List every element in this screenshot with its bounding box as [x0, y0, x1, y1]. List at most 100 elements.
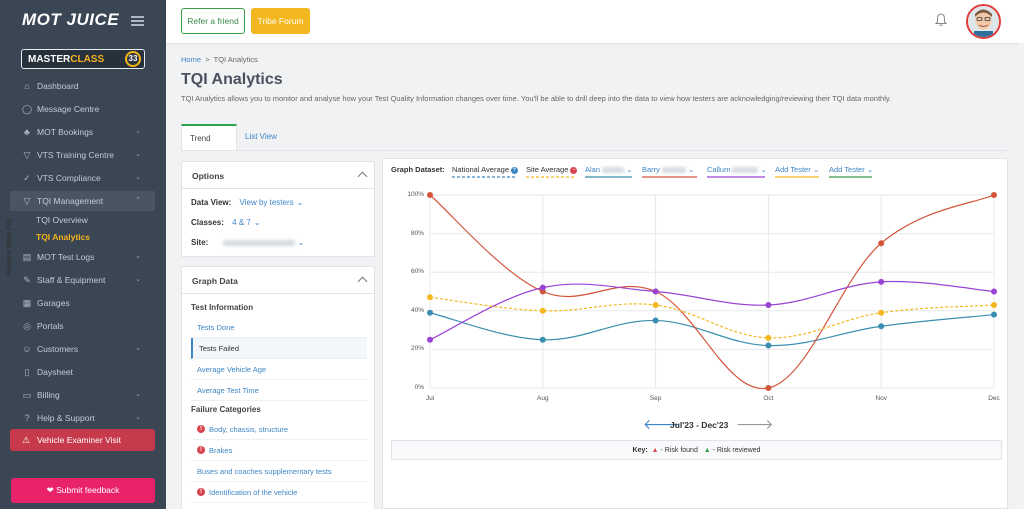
sidebar: MOT JUICE MASTERCLASS 33 ⌂ Dashboard ◯ M… [0, 0, 166, 509]
menu-toggle-icon[interactable] [131, 16, 144, 26]
sidebar-item-daysheet[interactable]: ▯ Daysheet [0, 362, 166, 382]
tribe-forum-button[interactable]: Tribe Forum [251, 8, 310, 34]
graph-option-label: Brakes [209, 446, 233, 455]
y-tick-label: 80% [410, 229, 424, 237]
sidebar-item-portals[interactable]: ◎ Portals [0, 316, 166, 336]
chevron-down-icon: ⌄ [297, 238, 305, 247]
submit-feedback-button[interactable]: ❤ Submit feedback [11, 478, 155, 503]
sidebar-item-mot-bookings[interactable]: ♣ MOT Bookings ⌄ [0, 122, 166, 142]
sidebar-item-staff-equipment[interactable]: ✎ Staff & Equipment ⌄ [0, 270, 166, 290]
risk-found-label: - Risk found [660, 447, 698, 454]
tab-list-view[interactable]: List View [245, 132, 277, 141]
graph-option-label: Average Vehicle Age [197, 365, 267, 374]
graph-option-tests-done[interactable]: Tests Done [191, 317, 367, 338]
dataset-tester-alan[interactable]: Alan ⌄ [585, 165, 633, 178]
risk-reviewed-label: - Risk reviewed [712, 447, 761, 454]
sidebar-item-garages[interactable]: ▦ Garages [0, 293, 166, 313]
chevron-down-icon: ⌄ [296, 198, 304, 207]
risk-found-triangle-icon: ▲ [651, 447, 659, 454]
add-icon[interactable]: + [511, 166, 518, 174]
breadcrumb-home[interactable]: Home [181, 55, 202, 64]
sidebar-item-mot-test-logs[interactable]: ▤ MOT Test Logs ⌄ [0, 247, 166, 267]
breadcrumb-current: TQI Analytics [213, 55, 258, 64]
vehicle-examiner-visit-button[interactable]: ⚠ Vehicle Examiner Visit [10, 429, 155, 451]
dataset-site-label: Site Average [526, 165, 569, 174]
warning-icon: ! [197, 425, 205, 433]
dataset-site-average[interactable]: Site Average − [526, 165, 578, 178]
chevron-up-icon[interactable] [357, 171, 368, 182]
sidebar-item-help-support[interactable]: ? Help & Support ⌄ [0, 408, 166, 428]
remove-icon[interactable]: − [570, 166, 578, 174]
options-panel-header[interactable]: Options [182, 162, 374, 189]
chevron-down-icon: ⌄ [626, 165, 633, 174]
masterclass-part2: CLASS [70, 54, 105, 65]
x-tick-label: Nov [875, 395, 887, 402]
dataset-add-tester-2[interactable]: Add Tester ⌄ [829, 165, 873, 178]
previous-period-arrow-icon[interactable]: 🡐 [643, 416, 681, 432]
graph-option-label: Tests Failed [199, 344, 240, 353]
graph-option-identification[interactable]: ! Identification of the vehicle [191, 482, 367, 503]
graph-option-buses-coaches[interactable]: Buses and coaches supplementary tests [191, 461, 367, 482]
sidebar-item-label: Staff & Equipment [37, 275, 106, 285]
user-avatar[interactable] [966, 4, 1001, 39]
classes-select[interactable]: 4 & 7 [232, 218, 251, 227]
sidebar-item-billing[interactable]: ▭ Billing ⌄ [0, 385, 166, 405]
masterclass-badge[interactable]: MASTERCLASS 33 [21, 49, 145, 69]
y-tick-label: 0% [414, 384, 424, 391]
tab-divider [181, 150, 1007, 151]
graph-option-brakes[interactable]: ! Brakes [191, 440, 367, 461]
chevron-up-icon[interactable] [357, 276, 368, 287]
site-select-redacted[interactable] [222, 239, 295, 246]
compliance-icon: ✓ [23, 173, 31, 183]
sidebar-item-label: Garages [37, 298, 70, 308]
app-logo[interactable]: MOT JUICE [22, 10, 120, 29]
sidebar-sub-tqi-overview[interactable]: TQI Overview [36, 215, 88, 225]
dataset-tester-callum[interactable]: Callum ⌄ [707, 165, 767, 178]
data-view-row: Data View: View by testers ⌄ [191, 198, 303, 207]
dataset-tester-barry[interactable]: Barry ⌄ [642, 165, 694, 178]
key-label: Key: [632, 447, 648, 454]
warning-icon: ! [197, 488, 205, 496]
graph-data-panel: Graph Data Test Information Tests Done T… [181, 266, 375, 509]
staff-icon: ✎ [23, 275, 31, 285]
tester-surname-redacted [662, 167, 687, 174]
breadcrumb: Home > TQI Analytics [181, 55, 258, 64]
tester-name: Alan [585, 165, 601, 174]
tester-name: Barry [642, 165, 660, 174]
sidebar-item-tqi-management[interactable]: ▽ TQI Management ⌃ [10, 191, 155, 211]
graph-option-body-chassis[interactable]: ! Body, chassis, structure [191, 419, 367, 440]
sidebar-item-customers[interactable]: ☺ Customers ⌄ [0, 339, 166, 359]
test-info-heading: Test Information [191, 303, 254, 312]
dashboard-icon: ⌂ [24, 81, 30, 91]
breadcrumb-separator: > [205, 55, 210, 64]
bell-icon[interactable] [935, 13, 947, 27]
sidebar-item-message-centre[interactable]: ◯ Message Centre [0, 99, 166, 119]
heart-icon: ❤ [46, 485, 54, 495]
data-view-select[interactable]: View by testers [239, 198, 294, 207]
sidebar-item-label: VTS Compliance [37, 173, 101, 183]
graph-option-avg-test-time[interactable]: Average Test Time [191, 380, 367, 401]
page-scrollbar[interactable] [1018, 43, 1024, 509]
chevron-down-icon: ⌄ [135, 128, 141, 135]
data-view-label: Data View: [191, 198, 232, 207]
refer-friend-button[interactable]: Refer a friend [181, 8, 245, 34]
options-title: Options [192, 171, 225, 181]
graph-option-tests-failed[interactable]: Tests Failed [191, 338, 367, 359]
chevron-down-icon: ⌄ [135, 174, 141, 181]
tab-trend-view[interactable]: Trend View [181, 124, 237, 169]
chevron-up-icon: ⌃ [135, 197, 141, 204]
tester-name: Callum [707, 165, 731, 174]
options-panel: Options Data View: View by testers ⌄ Clas… [181, 161, 375, 257]
sidebar-item-vts-compliance[interactable]: ✓ VTS Compliance ⌄ [0, 168, 166, 188]
warning-icon: ! [197, 446, 205, 454]
graph-option-avg-vehicle-age[interactable]: Average Vehicle Age [191, 359, 367, 380]
graph-data-panel-header[interactable]: Graph Data [182, 267, 374, 294]
y-tick-label: 100% [407, 191, 424, 198]
dataset-national-average[interactable]: National Average + [452, 165, 518, 178]
sidebar-sub-tqi-analytics[interactable]: TQI Analytics [36, 232, 91, 242]
sidebar-item-vts-training[interactable]: ▽ VTS Training Centre ⌄ [0, 145, 166, 165]
tester-surname-redacted [732, 167, 759, 174]
sidebar-item-dashboard[interactable]: ⌂ Dashboard [0, 76, 166, 96]
dataset-add-tester-1[interactable]: Add Tester ⌄ [775, 165, 819, 178]
next-period-arrow-icon[interactable]: 🡒 [736, 416, 774, 432]
